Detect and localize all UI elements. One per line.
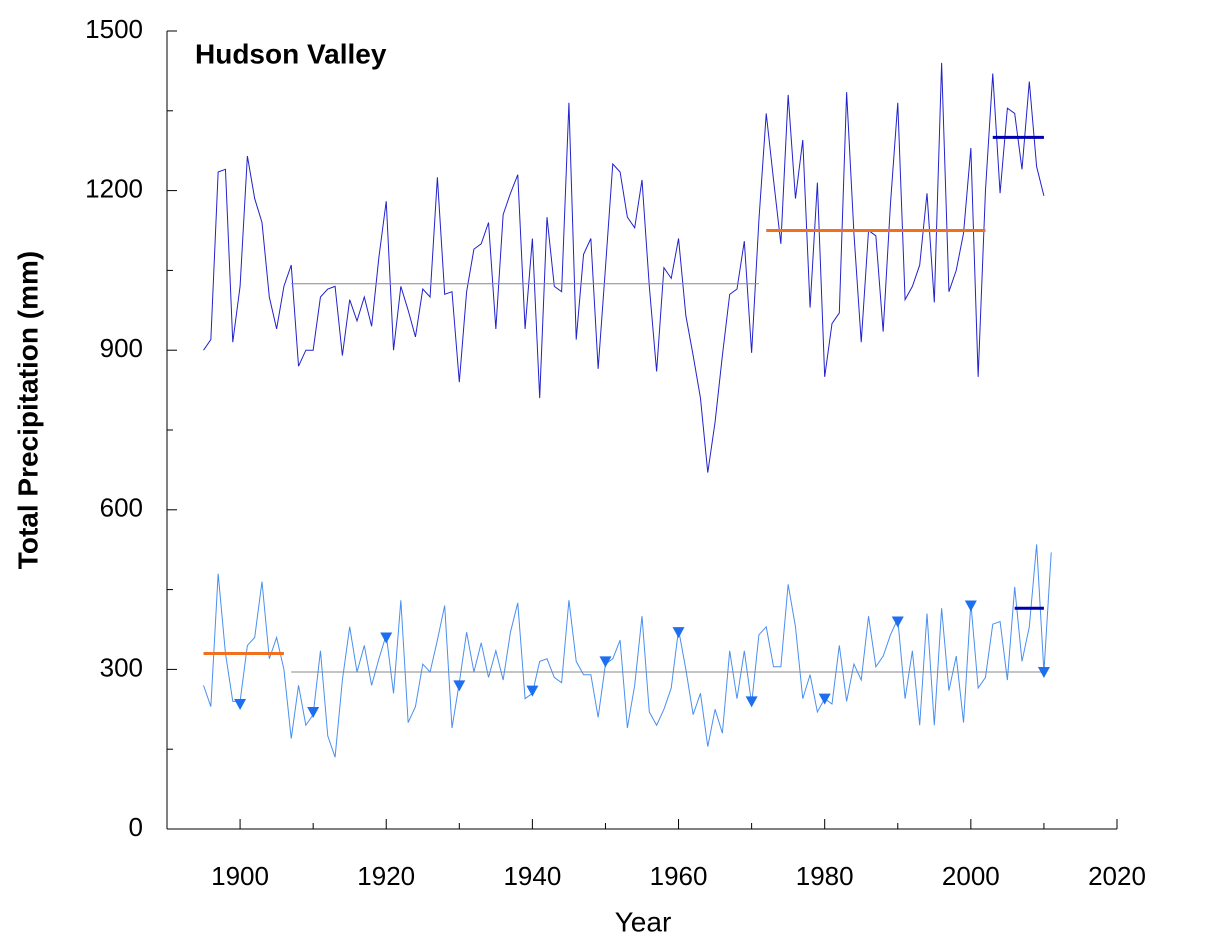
decade-marker: [526, 685, 539, 697]
data-line: [203, 544, 1052, 758]
y-tick-label: 1500: [85, 14, 143, 44]
y-tick-label: 300: [100, 652, 143, 682]
decade-marker: [745, 696, 758, 708]
x-tick-label: 1940: [503, 861, 561, 891]
decade-marker: [818, 693, 831, 705]
y-axis-label: Total Precipitation (mm): [12, 251, 43, 569]
decade-marker: [599, 656, 612, 668]
decade-marker: [307, 706, 320, 718]
x-tick-label: 1980: [796, 861, 854, 891]
decade-marker: [1037, 667, 1050, 679]
data-line: [203, 62, 1045, 473]
chart-title: Hudson Valley: [195, 38, 387, 69]
x-axis-label: Year: [615, 906, 672, 937]
decade-marker: [453, 680, 466, 692]
y-tick-label: 900: [100, 333, 143, 363]
y-tick-label: 600: [100, 493, 143, 523]
y-tick-label: 1200: [85, 173, 143, 203]
decade-marker: [964, 600, 977, 612]
x-tick-label: 1920: [357, 861, 415, 891]
x-tick-label: 1960: [650, 861, 708, 891]
x-tick-label: 1900: [211, 861, 269, 891]
decade-marker: [891, 616, 904, 628]
decade-marker: [380, 632, 393, 644]
x-tick-label: 2020: [1088, 861, 1146, 891]
x-tick-label: 2000: [942, 861, 1000, 891]
decade-marker: [672, 627, 685, 639]
y-tick-label: 0: [129, 812, 143, 842]
decade-marker: [234, 698, 247, 710]
